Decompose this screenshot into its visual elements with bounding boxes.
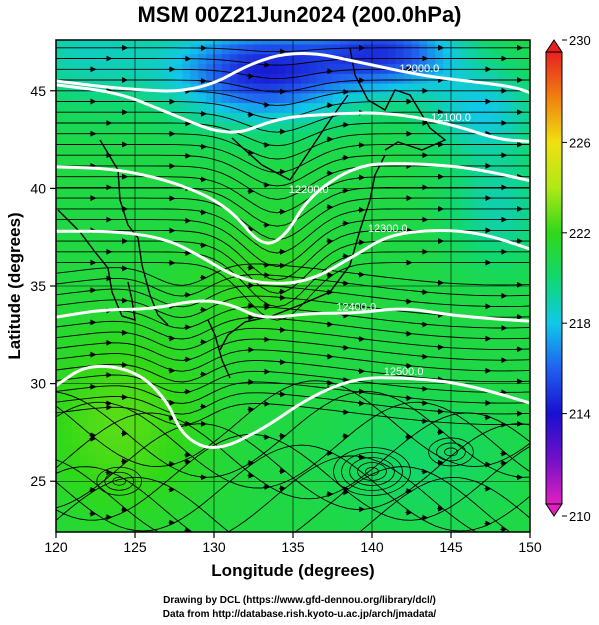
streamline-swirl (436, 442, 466, 462)
streamline (56, 306, 530, 329)
colorbar-gradient (545, 51, 563, 505)
contour-label: 12100.0 (431, 112, 471, 124)
chart-title: MSM 00Z21Jun2024 (200.0hPa) (137, 2, 462, 27)
streamline (56, 401, 530, 489)
streamline (56, 392, 530, 415)
x-tick-label: 135 (281, 539, 305, 555)
contour-label: 12400.0 (336, 301, 376, 313)
streamline (56, 176, 530, 214)
geopotential-contours: 12000.0 12100.0 12200.0 12300.0 12400.0 12500… (56, 52, 530, 449)
contour-label: 12200.0 (289, 184, 329, 196)
contour-label: 12500.0 (384, 366, 424, 378)
streamline (56, 349, 530, 372)
colorbar-tick-label: 230 (569, 33, 591, 48)
colorbar-tick-label: 226 (569, 135, 591, 150)
streamline (56, 360, 530, 383)
y-tick-label: 30 (30, 376, 46, 392)
y-tick-label: 35 (30, 278, 46, 294)
streamline (56, 208, 530, 254)
streamline (56, 251, 530, 308)
streamline (56, 263, 530, 286)
colorbar-tick-label: 222 (569, 226, 591, 241)
streamline (56, 338, 530, 361)
contour-12400.0 (56, 299, 530, 323)
streamline (56, 284, 530, 308)
streamline-swirl (444, 447, 458, 457)
colorbar-ticks: 230 226 222 218 214 210 (562, 33, 591, 524)
y-axis-label: Latitude (degrees) (5, 212, 24, 359)
colorbar-upper-arrow (545, 39, 563, 53)
streamline (56, 240, 530, 294)
contour-12500.0 (56, 364, 530, 449)
x-tick-label: 145 (439, 539, 463, 555)
streamline (56, 381, 530, 404)
streamline-swirl (357, 462, 387, 481)
x-tick-label: 140 (360, 539, 384, 555)
credits-line-1: Drawing by DCL (https://www.gfd-dennou.o… (163, 595, 436, 606)
streamline (56, 144, 530, 173)
streamline (56, 111, 530, 133)
streamline (56, 403, 530, 426)
y-tick-label: 45 (30, 83, 46, 99)
contour-12000.0 (56, 52, 530, 95)
y-tick-label: 25 (30, 473, 46, 489)
colorbar-tick-label: 214 (569, 407, 591, 422)
streamline (56, 380, 530, 468)
streamline (56, 68, 530, 80)
y-axis-ticks: 25 30 35 40 45 (30, 83, 56, 489)
streamline-swirl (428, 437, 474, 467)
streamline-swirl (112, 476, 126, 486)
x-axis-label: Longitude (degrees) (211, 561, 374, 580)
streamline-swirl (341, 452, 403, 491)
x-tick-label: 130 (202, 539, 226, 555)
credits: Drawing by DCL (https://www.gfd-dennou.o… (0, 594, 599, 622)
streamline-swirl (349, 457, 395, 486)
colorbar-lower-arrow (545, 503, 563, 517)
contour-12100.0 (56, 83, 530, 143)
streamline (56, 274, 530, 297)
china-coastline (57, 209, 136, 321)
streamline (56, 327, 530, 351)
streamline-swirl (104, 471, 134, 491)
streamline (56, 197, 530, 241)
x-axis-ticks: 120 125 130 135 140 145 150 (44, 532, 542, 555)
streamline (56, 433, 530, 521)
colorbar: 230 226 222 218 214 210 (545, 33, 591, 524)
streamline (56, 391, 530, 478)
contour-12200.0 (56, 162, 530, 245)
streamline (56, 412, 530, 500)
streamline-swirl (365, 467, 379, 476)
y-tick-label: 40 (30, 180, 46, 196)
credits-line-2: Data from http://database.rish.kyoto-u.a… (162, 609, 437, 620)
streamline-swirl (333, 447, 411, 496)
streamline (56, 219, 530, 267)
streamline (56, 370, 530, 394)
streamline (56, 37, 530, 38)
colorbar-tick-label: 210 (569, 509, 591, 524)
sakhalin-hokkaido-coastline (349, 47, 447, 151)
streamline (56, 262, 530, 321)
streamline (56, 317, 530, 340)
streamline (56, 133, 530, 160)
streamline (56, 122, 530, 147)
kyushu-coastline (207, 319, 231, 379)
streamline (56, 58, 530, 66)
streamline (56, 47, 530, 53)
x-tick-label: 120 (44, 539, 68, 555)
streamline-swirl (96, 466, 142, 496)
colorbar-tick-label: 218 (569, 316, 591, 331)
x-tick-label: 150 (518, 539, 542, 555)
streamline (56, 154, 530, 187)
x-tick-label: 125 (123, 539, 147, 555)
contour-12300.0 (56, 229, 530, 285)
contour-label: 12000.0 (400, 63, 440, 75)
streamline (56, 455, 478, 532)
streamline (56, 476, 530, 532)
contour-label: 12300.0 (368, 223, 408, 235)
streamline (56, 444, 530, 532)
streamline (56, 466, 511, 532)
